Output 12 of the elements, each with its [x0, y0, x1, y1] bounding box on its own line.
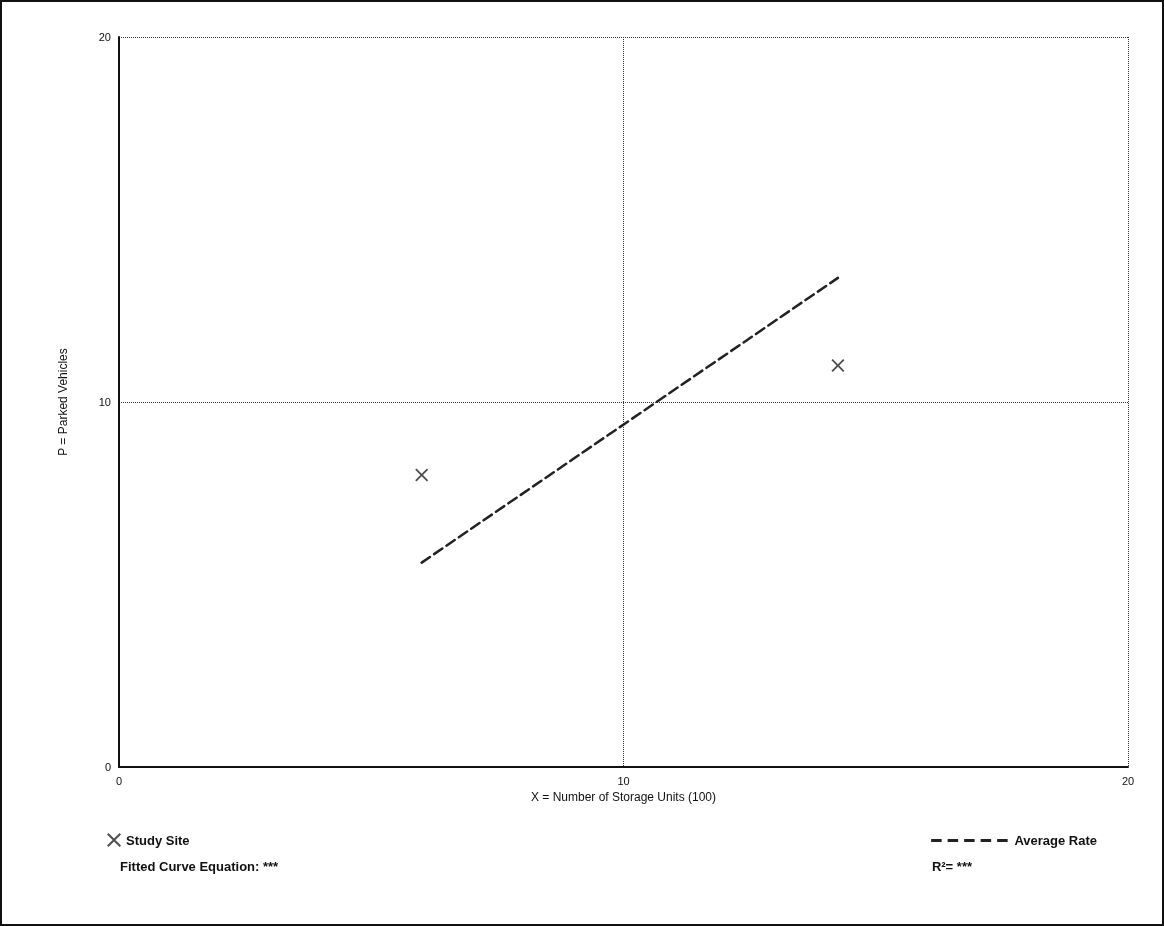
y-tick-label: 10 [98, 396, 111, 408]
text: Fitted Curve Equation: *** [120, 859, 280, 874]
x-tick-label: 10 [617, 774, 630, 787]
legend-label: Study Site [126, 832, 190, 848]
x-axis-title: X = Number of Storage Units (100) [530, 790, 717, 804]
y-tick-label: 0 [104, 761, 111, 773]
text: R²= *** [931, 859, 973, 874]
y-axis-title: P = Parked Vehicles [56, 348, 70, 456]
legend-label: Average Rate [1014, 833, 1098, 848]
x-tick-label: 0 [115, 774, 123, 787]
x-tick-label: 20 [1121, 774, 1135, 787]
y-tick-label: 20 [98, 31, 111, 43]
